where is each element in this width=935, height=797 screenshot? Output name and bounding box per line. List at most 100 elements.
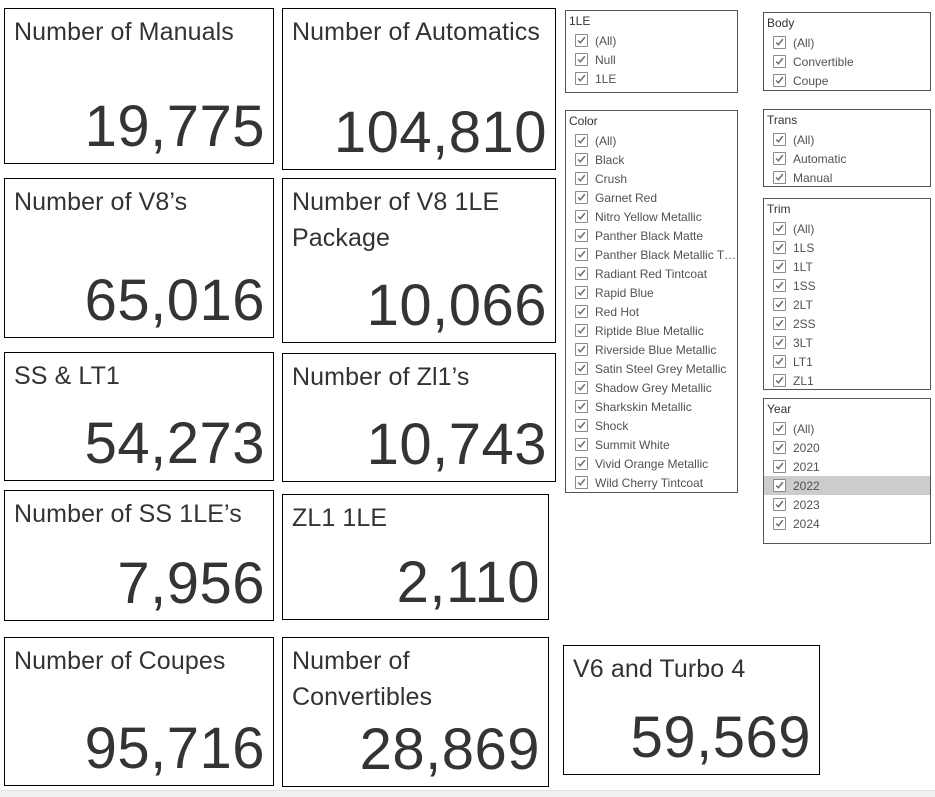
filter-option[interactable]: 2022 <box>764 476 930 495</box>
filter-title: 1LE <box>569 14 591 28</box>
checkbox-checked-icon[interactable] <box>575 400 588 413</box>
checkbox-checked-icon[interactable] <box>575 191 588 204</box>
checkbox-checked-icon[interactable] <box>773 55 786 68</box>
checkbox-checked-icon[interactable] <box>575 248 588 261</box>
checkbox-checked-icon[interactable] <box>575 305 588 318</box>
filter-option[interactable]: Convertible <box>764 52 930 71</box>
checkbox-checked-icon[interactable] <box>773 74 786 87</box>
kpi-card-v8-1le-package: Number of V8 1LE Package 10,066 <box>282 178 556 343</box>
checkbox-checked-icon[interactable] <box>575 381 588 394</box>
checkbox-checked-icon[interactable] <box>575 476 588 489</box>
checkbox-checked-icon[interactable] <box>575 229 588 242</box>
filter-option[interactable]: (All) <box>764 33 930 52</box>
checkbox-checked-icon[interactable] <box>575 172 588 185</box>
checkbox-checked-icon[interactable] <box>773 241 786 254</box>
checkbox-checked-icon[interactable] <box>773 479 786 492</box>
filter-option[interactable]: Summit White <box>566 435 737 454</box>
checkbox-checked-icon[interactable] <box>773 36 786 49</box>
filter-option[interactable]: Shock <box>566 416 737 435</box>
filter-option[interactable]: 1LE <box>566 69 737 88</box>
filter-option[interactable]: Automatic <box>764 149 930 168</box>
kpi-card-manuals: Number of Manuals 19,775 <box>4 8 274 164</box>
kpi-value: 2,110 <box>396 550 540 616</box>
checkbox-checked-icon[interactable] <box>773 355 786 368</box>
checkbox-checked-icon[interactable] <box>773 260 786 273</box>
filter-option[interactable]: Vivid Orange Metallic <box>566 454 737 473</box>
checkbox-checked-icon[interactable] <box>575 267 588 280</box>
checkbox-checked-icon[interactable] <box>773 279 786 292</box>
filter-option[interactable]: 2020 <box>764 438 930 457</box>
kpi-value: 28,869 <box>359 717 540 783</box>
filter-option[interactable]: (All) <box>764 219 930 238</box>
checkbox-checked-icon[interactable] <box>575 324 588 337</box>
filter-option[interactable]: Red Hot <box>566 302 737 321</box>
checkbox-checked-icon[interactable] <box>575 134 588 147</box>
filter-option[interactable]: ZL1 <box>764 371 930 389</box>
checkbox-checked-icon[interactable] <box>575 457 588 470</box>
filter-option-label: (All) <box>793 221 815 236</box>
filter-option[interactable]: Crush <box>566 169 737 188</box>
filter-option[interactable]: 2023 <box>764 495 930 514</box>
filter-option[interactable]: Riptide Blue Metallic <box>566 321 737 340</box>
filter-option[interactable]: Black <box>566 150 737 169</box>
checkbox-checked-icon[interactable] <box>773 317 786 330</box>
checkbox-checked-icon[interactable] <box>575 362 588 375</box>
kpi-value: 95,716 <box>84 716 265 782</box>
filter-option[interactable]: (All) <box>566 131 737 150</box>
filter-option[interactable]: Rapid Blue <box>566 283 737 302</box>
filter-panel-year: Year (All) 2020 <box>763 398 931 544</box>
checkbox-checked-icon[interactable] <box>575 34 588 47</box>
checkbox-checked-icon[interactable] <box>575 343 588 356</box>
filter-option[interactable]: Null <box>566 50 737 69</box>
checkbox-checked-icon[interactable] <box>773 498 786 511</box>
filter-option-label: Red Hot <box>595 304 640 319</box>
filter-option-label: LT1 <box>793 354 813 369</box>
filter-option[interactable]: Wild Cherry Tintcoat <box>566 473 737 492</box>
checkbox-checked-icon[interactable] <box>575 419 588 432</box>
filter-option[interactable]: Sharkskin Metallic <box>566 397 737 416</box>
filter-option[interactable]: (All) <box>764 419 930 438</box>
filter-option[interactable]: LT1 <box>764 352 930 371</box>
checkbox-checked-icon[interactable] <box>575 72 588 85</box>
horizontal-scrollbar[interactable] <box>0 790 935 797</box>
filter-option[interactable]: (All) <box>566 31 737 50</box>
filter-option[interactable]: 3LT <box>764 333 930 352</box>
filter-option-label: (All) <box>595 33 617 48</box>
filter-option[interactable]: Manual <box>764 168 930 186</box>
filter-option[interactable]: Garnet Red <box>566 188 737 207</box>
checkbox-checked-icon[interactable] <box>773 152 786 165</box>
checkbox-checked-icon[interactable] <box>773 374 786 387</box>
checkbox-checked-icon[interactable] <box>773 422 786 435</box>
checkbox-checked-icon[interactable] <box>575 210 588 223</box>
checkbox-checked-icon[interactable] <box>575 153 588 166</box>
checkbox-checked-icon[interactable] <box>773 336 786 349</box>
kpi-value: 65,016 <box>84 268 265 334</box>
filter-option[interactable]: 1LS <box>764 238 930 257</box>
checkbox-checked-icon[interactable] <box>773 460 786 473</box>
checkbox-checked-icon[interactable] <box>773 171 786 184</box>
filter-option-label: Nitro Yellow Metallic <box>595 209 702 224</box>
checkbox-checked-icon[interactable] <box>773 222 786 235</box>
filter-option[interactable]: 2024 <box>764 514 930 533</box>
filter-option[interactable]: 1LT <box>764 257 930 276</box>
checkbox-checked-icon[interactable] <box>575 53 588 66</box>
filter-option[interactable]: Nitro Yellow Metallic <box>566 207 737 226</box>
filter-option[interactable]: 2021 <box>764 457 930 476</box>
filter-option[interactable]: Shadow Grey Metallic <box>566 378 737 397</box>
filter-option[interactable]: Riverside Blue Metallic <box>566 340 737 359</box>
filter-option[interactable]: 2LT <box>764 295 930 314</box>
filter-option[interactable]: (All) <box>764 130 930 149</box>
checkbox-checked-icon[interactable] <box>773 441 786 454</box>
checkbox-checked-icon[interactable] <box>773 517 786 530</box>
filter-option[interactable]: 1SS <box>764 276 930 295</box>
filter-option[interactable]: Panther Black Metallic T… <box>566 245 737 264</box>
filter-option[interactable]: Radiant Red Tintcoat <box>566 264 737 283</box>
checkbox-checked-icon[interactable] <box>575 438 588 451</box>
filter-option[interactable]: Satin Steel Grey Metallic <box>566 359 737 378</box>
filter-option[interactable]: 2SS <box>764 314 930 333</box>
checkbox-checked-icon[interactable] <box>773 133 786 146</box>
filter-option[interactable]: Panther Black Matte <box>566 226 737 245</box>
filter-option[interactable]: Coupe <box>764 71 930 90</box>
checkbox-checked-icon[interactable] <box>575 286 588 299</box>
checkbox-checked-icon[interactable] <box>773 298 786 311</box>
